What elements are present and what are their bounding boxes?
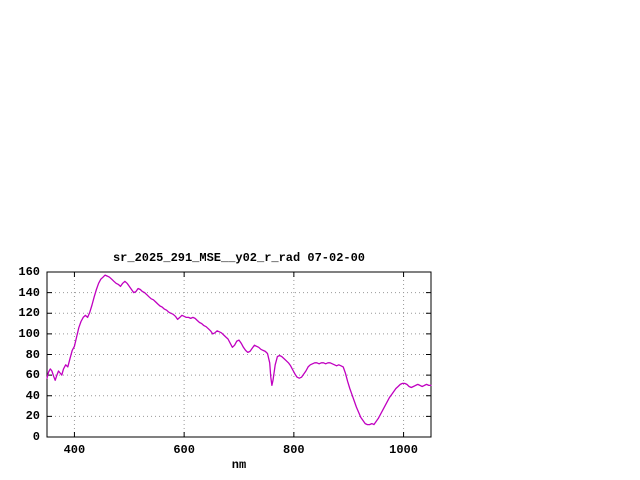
y-tick-label: 20	[25, 409, 40, 424]
x-tick-label: 400	[63, 443, 86, 457]
y-tick-label: 140	[18, 285, 40, 300]
x-axis-label: nm	[231, 458, 247, 472]
x-tick-label: 1000	[389, 443, 418, 457]
spectral-curve	[46, 274, 432, 426]
y-tick-label: 100	[18, 326, 40, 341]
y-tick-label: 160	[18, 265, 40, 279]
y-tick-label: 120	[18, 306, 40, 321]
x-tick-label: 600	[173, 443, 195, 457]
x-tick-label: 800	[283, 443, 305, 457]
chart-title: sr_2025_291_MSE__y02_r_rad 07-02-00	[112, 251, 366, 265]
y-tick-label: 0	[32, 430, 40, 444]
y-tick-label: 60	[25, 368, 40, 383]
y-tick-label: 80	[25, 347, 40, 362]
y-tick-label: 40	[25, 388, 40, 403]
